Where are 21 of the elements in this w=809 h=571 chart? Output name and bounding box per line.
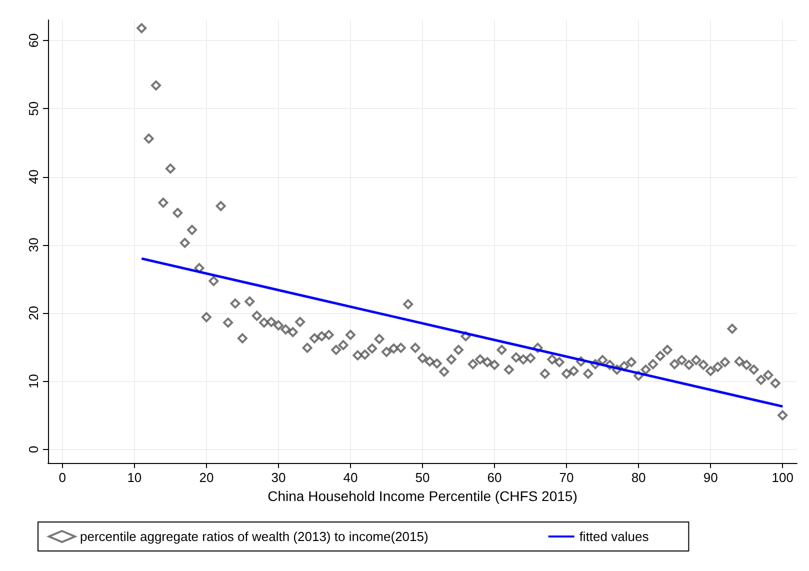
- y-tick-label: 0: [26, 446, 41, 453]
- legend-label: fitted values: [579, 529, 650, 544]
- y-tick-label: 40: [26, 170, 41, 184]
- x-tick-label: 40: [343, 470, 358, 485]
- x-tick-label: 100: [772, 470, 794, 485]
- x-tick-label: 10: [127, 470, 142, 485]
- x-tick-label: 20: [199, 470, 214, 485]
- y-tick-label: 20: [26, 306, 41, 320]
- x-axis-title: China Household Income Percentile (CHFS 2015): [268, 488, 578, 504]
- x-tick-label: 70: [559, 470, 574, 485]
- y-tick-label: 30: [26, 238, 41, 252]
- legend-label: percentile aggregate ratios of wealth (2013) to income(2015): [80, 529, 428, 544]
- x-tick-label: 60: [487, 470, 502, 485]
- x-tick-label: 50: [415, 470, 430, 485]
- x-tick-label: 80: [631, 470, 646, 485]
- x-tick-label: 30: [271, 470, 286, 485]
- y-tick-label: 60: [26, 33, 41, 48]
- x-tick-label: 90: [703, 470, 718, 485]
- y-tick-label: 50: [26, 101, 41, 116]
- y-tick-label: 10: [26, 374, 41, 388]
- x-tick-label: 0: [58, 470, 66, 485]
